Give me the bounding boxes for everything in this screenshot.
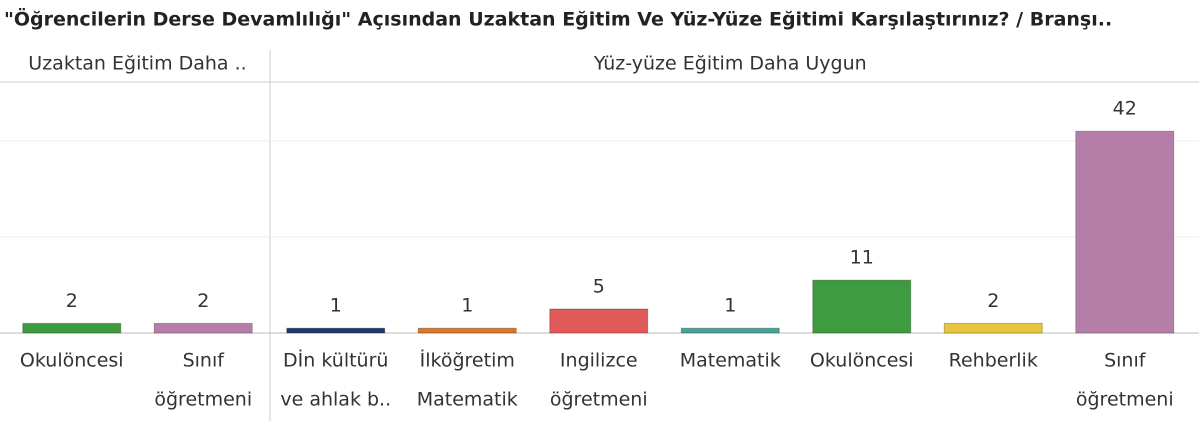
- value-label: 1: [330, 295, 342, 317]
- x-tick-label: öğretmeni: [154, 389, 252, 411]
- bar: [549, 308, 649, 334]
- value-label: 2: [197, 290, 209, 312]
- x-tick-label: İlköğretim: [420, 349, 515, 372]
- bar: [417, 327, 517, 334]
- value-label: 1: [724, 295, 736, 317]
- x-tick-label: Sınıf: [1104, 350, 1147, 372]
- value-label: 11: [850, 247, 874, 269]
- x-tick-label: Matematik: [680, 350, 781, 372]
- x-tick-label: Okulöncesi: [20, 350, 124, 372]
- x-tick-label: Okulöncesi: [810, 350, 914, 372]
- value-label: 2: [66, 290, 78, 312]
- bar: [286, 327, 386, 334]
- x-tick-label: öğretmeni: [550, 389, 648, 411]
- bar: [153, 322, 253, 334]
- x-tick-label: Matematik: [417, 389, 518, 411]
- chart-title: "Öğrencilerin Derse Devamlılığı" Açısınd…: [4, 7, 1112, 31]
- bar: [943, 322, 1043, 334]
- panel-title: Uzaktan Eğitim Daha ..: [28, 53, 246, 75]
- x-tick-label: ve ahlak b..: [280, 389, 391, 411]
- x-tick-label: öğretmeni: [1076, 389, 1174, 411]
- panel-title: Yüz-yüze Eğitim Daha Uygun: [593, 53, 867, 75]
- value-label: 2: [987, 290, 999, 312]
- x-tick-label: Rehberlik: [949, 350, 1038, 372]
- bar: [680, 327, 780, 334]
- x-tick-label: Ingilizce: [560, 350, 638, 372]
- value-label: 42: [1113, 98, 1137, 120]
- x-tick-label: Sınıf: [183, 350, 226, 372]
- value-label: 5: [593, 275, 605, 297]
- bar: [812, 279, 912, 334]
- x-tick-label: Dİn kültürü: [283, 349, 388, 372]
- bar: [22, 322, 122, 334]
- value-label: 1: [461, 295, 473, 317]
- bar: [1075, 130, 1175, 334]
